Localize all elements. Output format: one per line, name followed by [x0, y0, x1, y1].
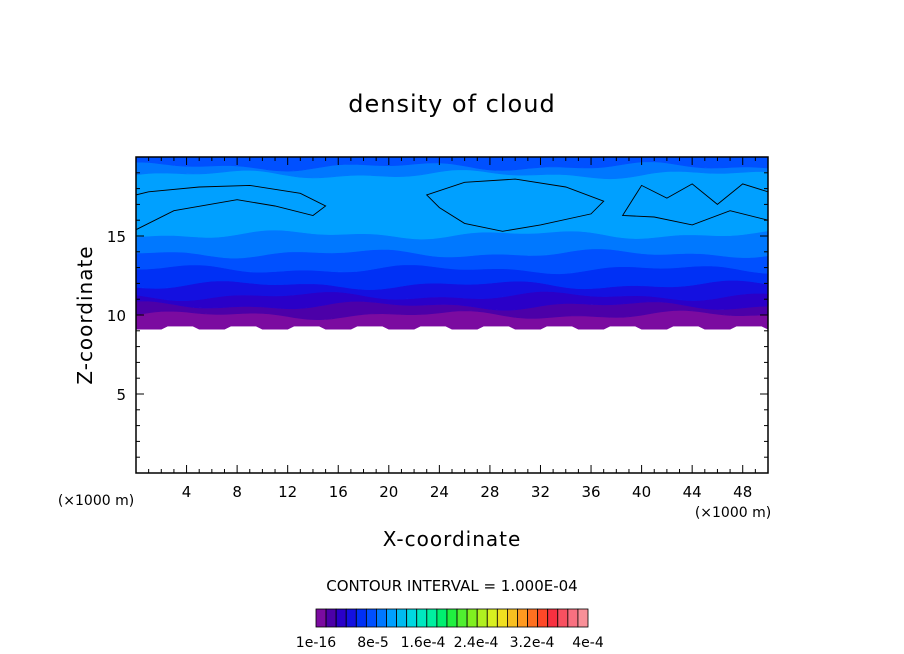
- colorbar-swatch: [396, 608, 408, 628]
- colorbar-swatch: [486, 608, 498, 628]
- colorbar-swatch: [466, 608, 478, 628]
- colorbar-swatch: [426, 608, 438, 628]
- colorbar-swatch: [416, 608, 428, 628]
- y-tick-label: 5: [116, 386, 126, 404]
- x-tick-label: 44: [683, 483, 702, 501]
- colorbar-swatch: [527, 608, 539, 628]
- colorbar-swatch: [436, 608, 448, 628]
- colorbar-label: 3.2e-4: [510, 635, 555, 651]
- colorbar-swatch: [335, 608, 347, 628]
- colorbar-swatch: [386, 608, 397, 628]
- y-tick-label: 10: [107, 307, 126, 325]
- x-tick-label: 32: [531, 483, 550, 501]
- colorbar-label: 8e-5: [357, 635, 388, 651]
- x-tick-label: 28: [480, 483, 499, 501]
- x-tick-label: 8: [232, 483, 242, 501]
- colorbar-swatch: [577, 608, 589, 628]
- colorbar-swatch: [567, 608, 579, 628]
- colorbar-labels: 1e-16 8e-5 1.6e-4 2.4e-4 3.2e-4 4e-4: [296, 635, 604, 651]
- y-axis-ticks: 5 10 15: [107, 172, 768, 458]
- colorbar-swatch: [547, 608, 559, 628]
- contour-line: [621, 183, 769, 226]
- x-axis-ticks: 4 8 12 16 20 24 28 32 36 40 44 48: [148, 157, 756, 501]
- colorbar-swatch: [365, 608, 377, 628]
- colorbar-swatch: [406, 608, 418, 628]
- x-tick-label: 48: [733, 483, 752, 501]
- colorbar-label: 1e-16: [296, 635, 336, 651]
- x-axis-label: X-coordinate: [383, 527, 522, 551]
- colorbar-swatch: [476, 608, 488, 628]
- colorbar-swatch: [315, 608, 327, 628]
- y-axis-label: Z-coordinate: [73, 245, 97, 384]
- colorbar-swatch: [355, 608, 367, 628]
- colorbar-swatch: [496, 608, 508, 628]
- contour-interval-label: CONTOUR INTERVAL = 1.000E-04: [326, 577, 577, 595]
- colorbar-label: 2.4e-4: [454, 635, 499, 651]
- x-tick-label: 4: [182, 483, 192, 501]
- colorbar: [315, 608, 589, 628]
- contour-line: [135, 184, 327, 231]
- contour-lines: [135, 178, 769, 232]
- x-axis-unit: (×1000 m): [695, 505, 771, 521]
- contour-fill-bands: [135, 156, 769, 330]
- colorbar-swatch: [456, 608, 468, 628]
- colorbar-swatch: [507, 608, 518, 628]
- colorbar-swatch: [537, 608, 549, 628]
- colorbar-swatch: [325, 608, 337, 628]
- x-tick-label: 16: [329, 483, 348, 501]
- x-tick-label: 12: [278, 483, 297, 501]
- colorbar-label: 1.6e-4: [401, 635, 446, 651]
- chart-title: density of cloud: [348, 90, 555, 118]
- colorbar-swatch: [557, 608, 569, 628]
- x-tick-label: 36: [581, 483, 600, 501]
- colorbar-swatch: [345, 608, 357, 628]
- x-tick-label: 40: [632, 483, 651, 501]
- y-tick-label: 15: [107, 228, 126, 246]
- colorbar-swatch: [517, 608, 528, 628]
- contour-line: [425, 178, 605, 232]
- x-tick-label: 24: [430, 483, 449, 501]
- y-axis-unit: (×1000 m): [58, 493, 134, 509]
- colorbar-swatch: [376, 608, 387, 628]
- colorbar-label: 4e-4: [572, 635, 604, 651]
- x-tick-label: 20: [379, 483, 398, 501]
- colorbar-swatch: [446, 608, 458, 628]
- contour-band: [135, 169, 769, 240]
